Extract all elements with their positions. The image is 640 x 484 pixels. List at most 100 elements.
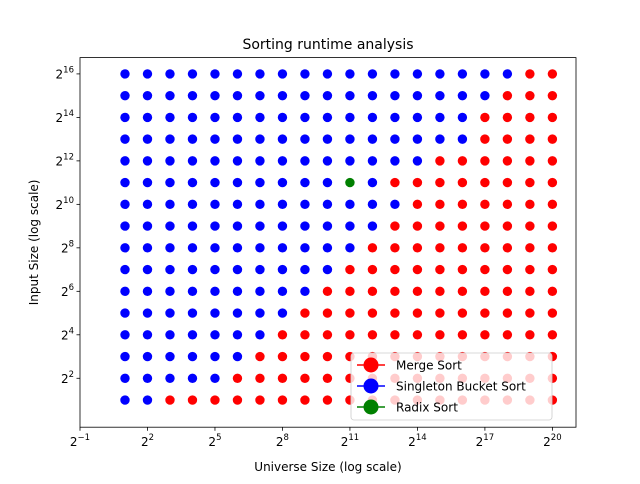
point-singleton-bucket-sort (255, 264, 265, 275)
point-singleton-bucket-sort (345, 156, 355, 166)
point-singleton-bucket-sort (390, 199, 400, 210)
point-singleton-bucket-sort (457, 90, 468, 101)
point-merge-sort (525, 286, 535, 297)
point-singleton-bucket-sort (300, 199, 310, 210)
point-singleton-bucket-sort (255, 243, 265, 253)
point-merge-sort (502, 286, 513, 297)
point-singleton-bucket-sort (187, 373, 198, 383)
point-merge-sort (547, 308, 558, 318)
point-merge-sort (277, 395, 288, 405)
point-merge-sort (480, 286, 490, 297)
point-singleton-bucket-sort (142, 90, 153, 101)
point-singleton-bucket-sort (255, 177, 265, 188)
point-merge-sort (367, 264, 378, 275)
point-singleton-bucket-sort (367, 90, 378, 101)
point-merge-sort (547, 199, 558, 210)
point-merge-sort (525, 264, 535, 275)
point-singleton-bucket-sort (277, 69, 288, 79)
y-tick-label: 28 (61, 239, 74, 255)
point-merge-sort (547, 69, 558, 79)
point-merge-sort (502, 264, 513, 275)
point-merge-sort (322, 373, 333, 383)
point-singleton-bucket-sort (120, 112, 130, 123)
point-merge-sort (300, 373, 310, 383)
x-axis-ticks: 2−1 22 25 28 211 214 217 220 (70, 427, 562, 449)
point-singleton-bucket-sort (210, 330, 220, 340)
point-singleton-bucket-sort (300, 243, 310, 253)
point-singleton-bucket-sort (277, 112, 288, 123)
point-singleton-bucket-sort (435, 112, 445, 123)
point-singleton-bucket-sort (210, 264, 220, 275)
y-tick-label: 210 (56, 196, 74, 212)
point-singleton-bucket-sort (457, 134, 468, 144)
legend: Merge Sort Singleton Bucket Sort Radix Sor… (350, 352, 553, 421)
point-singleton-bucket-sort (300, 90, 310, 101)
point-singleton-bucket-sort (255, 286, 265, 297)
point-singleton-bucket-sort (345, 221, 355, 231)
point-singleton-bucket-sort (165, 221, 175, 231)
y-axis-ticks: 22 24 26 28 210 212 214 216 (56, 65, 80, 386)
point-singleton-bucket-sort (210, 134, 220, 144)
point-singleton-bucket-sort (210, 199, 220, 210)
point-singleton-bucket-sort (142, 134, 153, 144)
point-singleton-bucket-sort (165, 373, 175, 383)
point-singleton-bucket-sort (187, 134, 198, 144)
point-singleton-bucket-sort (165, 90, 175, 101)
point-singleton-bucket-sort (120, 264, 130, 275)
point-merge-sort (502, 134, 513, 144)
point-singleton-bucket-sort (142, 221, 153, 231)
point-merge-sort (502, 330, 513, 340)
x-tick-label: 214 (408, 433, 426, 449)
point-merge-sort (525, 69, 535, 79)
point-singleton-bucket-sort (165, 264, 175, 275)
point-merge-sort (502, 221, 513, 231)
y-tick-label: 22 (61, 370, 74, 386)
point-singleton-bucket-sort (142, 308, 153, 318)
point-merge-sort (480, 177, 490, 188)
point-singleton-bucket-sort (502, 69, 513, 79)
x-tick-label: 22 (141, 433, 154, 449)
point-singleton-bucket-sort (322, 177, 333, 188)
point-singleton-bucket-sort (187, 264, 198, 275)
point-singleton-bucket-sort (210, 243, 220, 253)
point-merge-sort (480, 308, 490, 318)
point-singleton-bucket-sort (345, 90, 355, 101)
point-singleton-bucket-sort (300, 264, 310, 275)
point-singleton-bucket-sort (367, 177, 378, 188)
y-axis-label: Input Size (log scale) (27, 180, 41, 306)
point-merge-sort (390, 177, 400, 188)
legend-frame (350, 352, 553, 421)
point-merge-sort (457, 177, 468, 188)
point-singleton-bucket-sort (210, 177, 220, 188)
point-merge-sort (525, 134, 535, 144)
point-singleton-bucket-sort (142, 286, 153, 297)
point-merge-sort (480, 199, 490, 210)
point-merge-sort (255, 373, 265, 383)
point-singleton-bucket-sort (435, 90, 445, 101)
point-singleton-bucket-sort (210, 373, 220, 383)
x-tick-label: 217 (476, 433, 494, 449)
point-merge-sort (457, 286, 468, 297)
point-singleton-bucket-sort (390, 112, 400, 123)
point-singleton-bucket-sort (232, 156, 243, 166)
point-singleton-bucket-sort (120, 199, 130, 210)
point-singleton-bucket-sort (165, 351, 175, 362)
y-tick-label: 212 (56, 152, 74, 168)
point-singleton-bucket-sort (165, 177, 175, 188)
y-tick-label: 26 (61, 283, 74, 299)
point-merge-sort (412, 308, 423, 318)
point-singleton-bucket-sort (255, 90, 265, 101)
point-singleton-bucket-sort (277, 308, 288, 318)
point-merge-sort (322, 395, 333, 405)
point-singleton-bucket-sort (345, 112, 355, 123)
point-singleton-bucket-sort (255, 156, 265, 166)
legend-marker-S (363, 378, 379, 394)
point-merge-sort (367, 308, 378, 318)
point-singleton-bucket-sort (210, 351, 220, 362)
point-merge-sort (525, 199, 535, 210)
point-singleton-bucket-sort (142, 330, 153, 340)
point-merge-sort (457, 264, 468, 275)
point-singleton-bucket-sort (232, 243, 243, 253)
point-merge-sort (547, 264, 558, 275)
point-singleton-bucket-sort (165, 330, 175, 340)
